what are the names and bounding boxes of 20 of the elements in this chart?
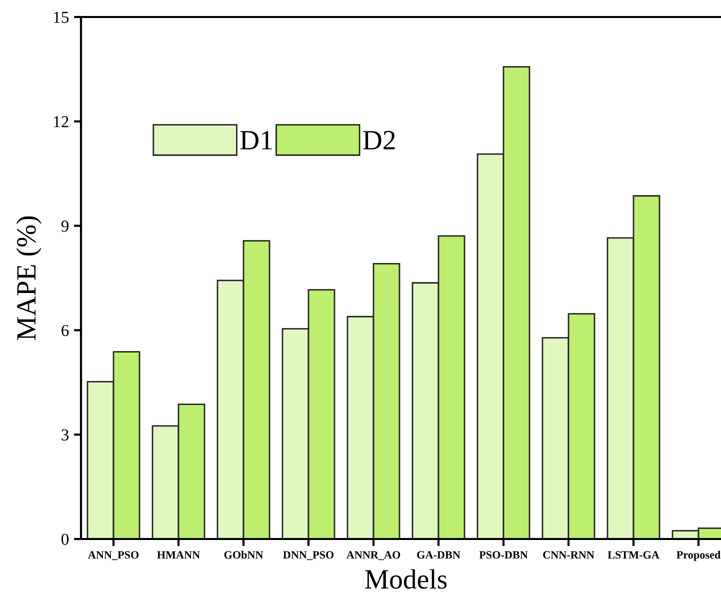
x-tick-label: PSO-DBN xyxy=(479,551,528,559)
x-tick-label: GA-DBN xyxy=(417,551,460,559)
x-tick-label: ANNR_AO xyxy=(346,551,400,560)
x-tick-label: LSTM-GA xyxy=(608,551,660,559)
x-tick-label: Proposed xyxy=(676,550,720,561)
y-tick-label: 15 xyxy=(54,12,69,23)
x-tick-label: HMANN xyxy=(157,551,200,559)
y-tick-label: 6 xyxy=(62,324,69,336)
y-axis-title: MAPE (%) xyxy=(16,216,42,340)
x-axis-title: Models xyxy=(365,569,447,589)
y-tick-label: 3 xyxy=(62,429,69,441)
x-tick-label: ANN_PSO xyxy=(88,551,139,560)
y-tick-label: 0 xyxy=(61,534,69,545)
x-tick-label: DNN_PSO xyxy=(283,551,334,560)
x-tick-label: CNN-RNN xyxy=(543,551,594,559)
y-tick-label: 12 xyxy=(54,116,68,128)
x-tick-label: GObNN xyxy=(224,550,264,559)
legend-label: D1 xyxy=(240,130,272,150)
legend-label: D2 xyxy=(363,130,395,150)
y-tick-label: 9 xyxy=(61,220,69,232)
